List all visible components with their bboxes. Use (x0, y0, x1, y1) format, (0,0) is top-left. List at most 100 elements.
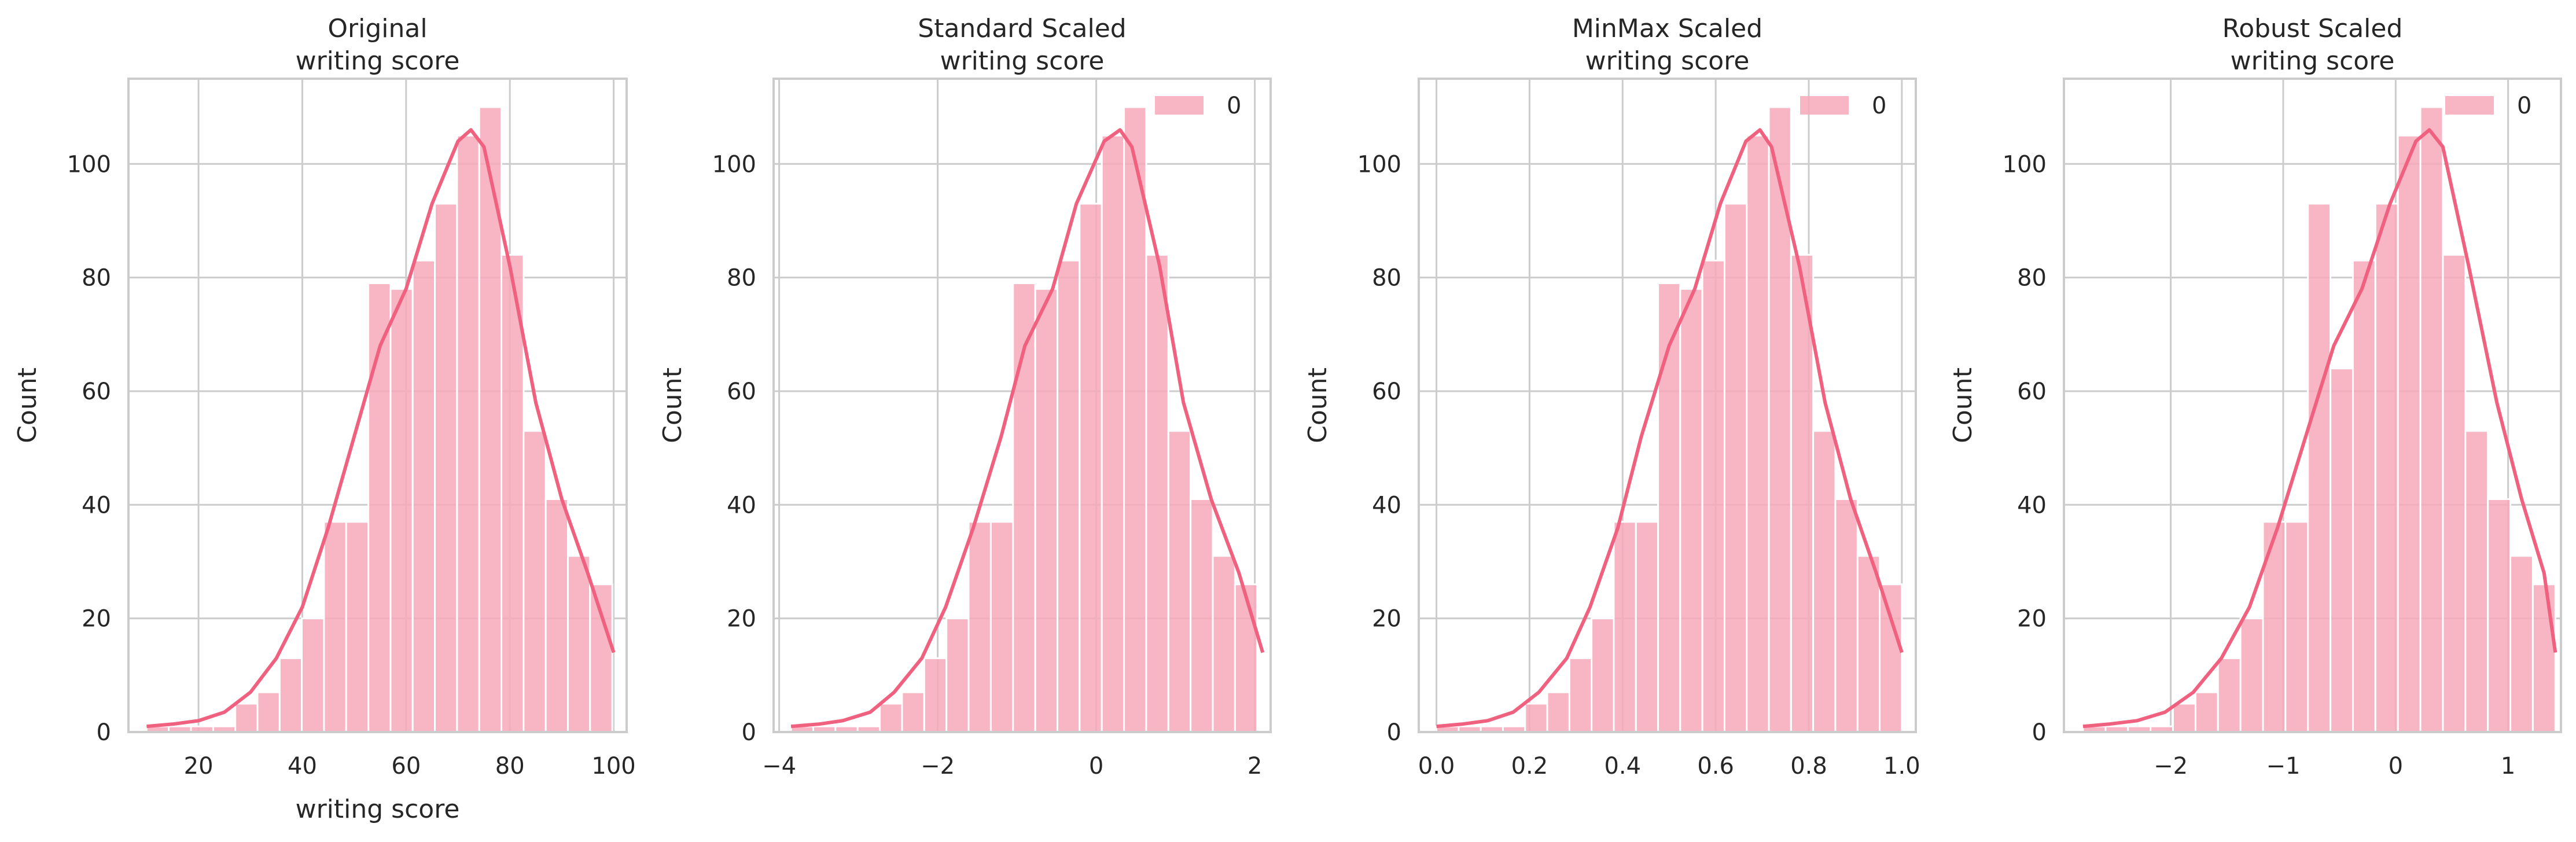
legend-label: 0 (1227, 93, 1241, 119)
y-tick-label: 60 (727, 378, 756, 405)
y-axis-label: Count (658, 367, 687, 443)
histogram-bar (2531, 583, 2556, 733)
kde-line (1436, 128, 1904, 729)
histogram-bar (945, 617, 970, 733)
x-tick-label: 0.2 (1511, 753, 1548, 780)
x-tick-label: −2 (2154, 753, 2188, 780)
histogram-bar (301, 617, 325, 733)
x-tick-label: 40 (288, 753, 317, 780)
histogram-bar (1812, 430, 1837, 733)
axes-frame (127, 78, 628, 733)
x-tick-label: 0 (2389, 753, 2403, 780)
y-tick-label: 100 (712, 151, 756, 178)
histogram-bar (1568, 657, 1593, 733)
panel-title: Original (327, 14, 427, 43)
histogram-bar (2262, 521, 2287, 733)
y-tick-label: 80 (2017, 265, 2047, 292)
legend-label: 0 (1872, 93, 1886, 119)
histogram-bar (234, 703, 259, 733)
x-tick-label: −4 (762, 753, 796, 780)
y-tick-label: 40 (1372, 492, 1401, 519)
histogram-bar (256, 691, 281, 733)
panel-subtitle: writing score (2231, 46, 2395, 76)
histogram-bar (2284, 521, 2309, 733)
x-tick-label: 20 (184, 753, 214, 780)
axes-frame (2063, 78, 2562, 733)
x-tick-label: 0.6 (1697, 753, 1734, 780)
histogram-bar (389, 288, 414, 733)
kde-line (146, 128, 616, 729)
histogram-bar (1079, 203, 1103, 733)
histogram-bar (2330, 367, 2354, 733)
axes-frame (772, 78, 1272, 733)
legend: 0 (1155, 93, 1241, 119)
histogram-bar (1613, 521, 1637, 733)
y-tick-label: 40 (727, 492, 756, 519)
x-tick-label: 2 (1247, 753, 1262, 780)
histogram-bar (2509, 555, 2534, 733)
y-tick-label: 40 (2017, 492, 2047, 519)
histogram-bar (434, 203, 458, 733)
histogram-bar (1746, 134, 1770, 733)
histogram-bar (544, 498, 569, 733)
histogram-bar (1701, 259, 1725, 733)
x-tick-label: 60 (391, 753, 421, 780)
panel-title: MinMax Scaled (1572, 14, 1762, 43)
histogram-bar (2217, 657, 2242, 733)
histogram-bar (2172, 703, 2196, 733)
histogram-bar (1145, 253, 1169, 733)
y-tick-label: 100 (1357, 151, 1401, 178)
y-tick-label: 100 (67, 151, 111, 178)
histogram-bar (1768, 106, 1792, 733)
histogram-bar (879, 703, 903, 733)
legend: 0 (2445, 93, 2531, 119)
histogram-bar (1635, 521, 1659, 733)
y-tick-label: 0 (742, 719, 756, 746)
y-tick-label: 60 (2017, 378, 2047, 405)
x-tick-label: 1 (2501, 753, 2515, 780)
histogram-bar (2194, 691, 2219, 733)
x-tick-label: 0 (1089, 753, 1103, 780)
y-axis-label: Count (1303, 367, 1333, 443)
histogram-bar (1856, 555, 1881, 733)
histogram-bar (1546, 691, 1570, 733)
legend-swatch (1155, 96, 1204, 115)
panel-subtitle: writing score (940, 46, 1105, 76)
histogram-bar (566, 555, 591, 733)
x-tick-label: −1 (2266, 753, 2300, 780)
x-tick-label: 0.0 (1418, 753, 1455, 780)
histogram-bar (1101, 134, 1125, 733)
histogram-bar (589, 583, 613, 733)
histogram-bar (1679, 288, 1703, 733)
x-tick-label: −2 (921, 753, 955, 780)
y-tick-label: 20 (82, 606, 111, 633)
histogram-bar (2351, 259, 2376, 733)
x-axis-label: writing score (296, 795, 460, 824)
y-tick-label: 20 (727, 606, 756, 633)
histogram-bar (1524, 703, 1548, 733)
legend-swatch (1800, 96, 1849, 115)
histogram-bar (522, 430, 547, 733)
panel-subtitle: writing score (296, 46, 460, 76)
histogram-bar (323, 521, 347, 733)
x-tick-label: 100 (591, 753, 635, 780)
histogram-bar (2307, 203, 2332, 733)
histogram-bar (1190, 498, 1214, 733)
histogram-bar (1723, 203, 1748, 733)
y-axis-label: Count (13, 367, 42, 443)
histogram-bar (2464, 430, 2489, 733)
y-tick-label: 80 (727, 265, 756, 292)
panel-title: Robust Scaled (2222, 14, 2403, 43)
histogram-bar (923, 657, 948, 733)
histogram-bar (2397, 134, 2422, 733)
histogram-bar (1234, 583, 1258, 733)
y-tick-label: 80 (82, 265, 111, 292)
x-tick-label: 1.0 (1883, 753, 1920, 780)
kde-line (790, 128, 1265, 729)
histogram-bar (2239, 617, 2264, 733)
legend-label: 0 (2517, 93, 2531, 119)
x-tick-label: 80 (495, 753, 525, 780)
histogram-bar (989, 521, 1014, 733)
